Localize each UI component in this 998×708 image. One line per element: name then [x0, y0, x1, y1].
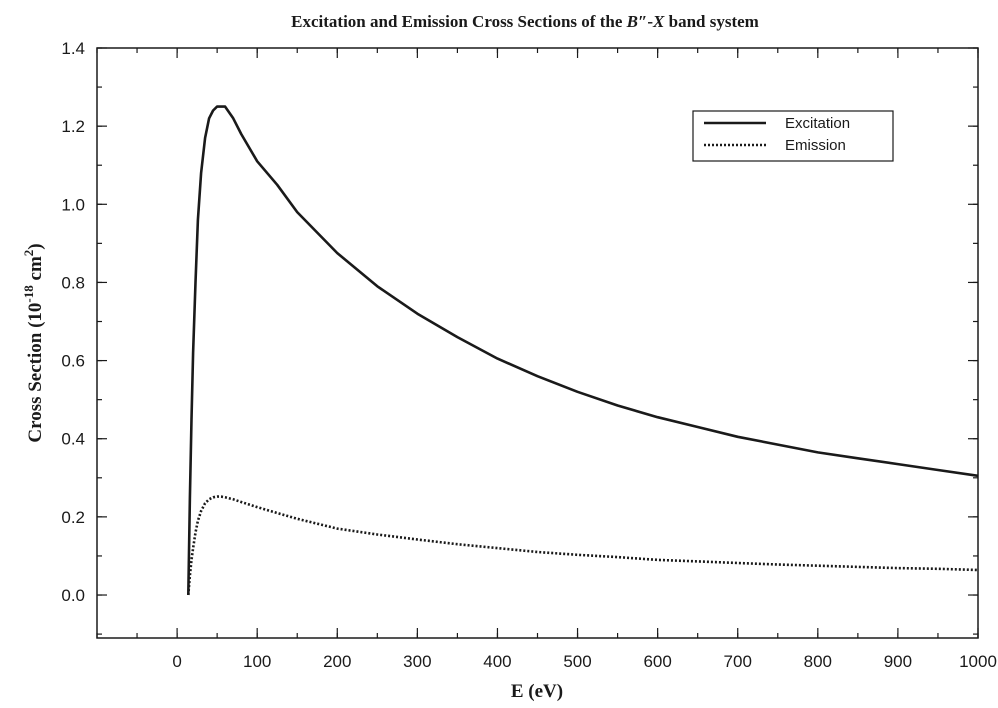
y-tick-label: 1.2 [61, 117, 85, 136]
x-tick-labels: 0 100 200 300 400 500 600 700 800 900 1000 [172, 652, 997, 671]
y-tick-label: 1.0 [61, 195, 85, 214]
chart-title: Excitation and Emission Cross Sections o… [291, 12, 759, 31]
x-tick-label: 1000 [959, 652, 997, 671]
legend-box [692, 110, 894, 162]
x-tick-label: 600 [643, 652, 671, 671]
y-tick-label: 0.6 [61, 352, 85, 371]
series-group [187, 105, 979, 596]
x-tick-label: 200 [323, 652, 351, 671]
major-ticks [97, 47, 979, 638]
legend-label-excitation: Excitation [785, 115, 850, 132]
x-tick-label: 700 [724, 652, 752, 671]
y-tick-label: 0.2 [61, 508, 85, 527]
series-emission-line [187, 495, 979, 596]
x-tick-label: 400 [483, 652, 511, 671]
x-axis-label: E (eV) [511, 681, 563, 702]
y-axis-label: Cross Section (10-18 cm2) [21, 243, 46, 442]
y-tick-labels: 0.0 0.2 0.4 0.6 0.8 1.0 1.2 1.4 [61, 39, 85, 605]
x-tick-label: 100 [243, 652, 271, 671]
series-excitation-line [187, 105, 979, 596]
y-tick-label: 1.4 [61, 39, 85, 58]
x-tick-label: 0 [172, 652, 181, 671]
x-tick-label: 500 [563, 652, 591, 671]
y-tick-label: 0.4 [61, 430, 85, 449]
legend-label-emission: Emission [785, 137, 846, 154]
x-tick-label: 900 [884, 652, 912, 671]
x-tick-label: 300 [403, 652, 431, 671]
legend: Excitation Emission [692, 110, 894, 162]
x-tick-label: 800 [804, 652, 832, 671]
y-tick-label: 0.8 [61, 273, 85, 292]
y-tick-label: 0.0 [61, 586, 85, 605]
